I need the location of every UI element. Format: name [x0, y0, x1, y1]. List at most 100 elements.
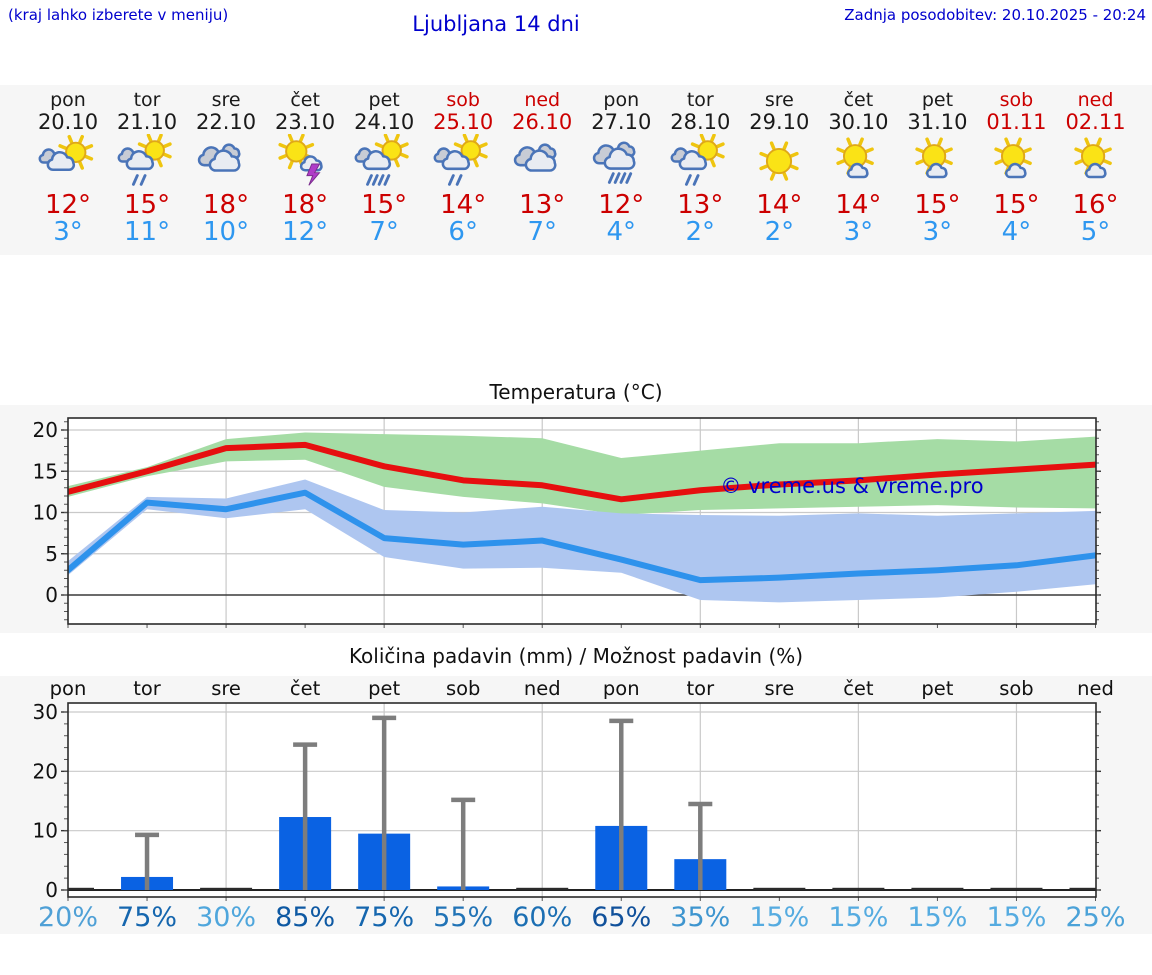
day-strip: pon 20.10 12° 3° tor 21.10 15° 11° sre 22.10 18° 10… — [0, 85, 1152, 255]
day-date: 20.10 — [37, 109, 99, 134]
precip-probability: 75% — [117, 902, 177, 933]
cloudy-icon — [514, 143, 557, 172]
day-name: sre — [211, 89, 241, 111]
day-name: čet — [290, 89, 320, 111]
precip-probability: 55% — [433, 902, 493, 933]
temp-low: 2° — [685, 216, 716, 247]
temp-low: 3° — [843, 216, 874, 247]
precip-probability: 85% — [275, 902, 335, 933]
sun-cloud-storm-icon — [278, 133, 323, 186]
day-column[interactable]: pon 20.10 12° 3° — [28, 85, 108, 246]
day-column[interactable]: ned 02.11 16° 5° — [1056, 85, 1136, 246]
temp-low: 7° — [527, 216, 557, 247]
precip-bar — [68, 887, 94, 890]
precip-bar — [832, 887, 885, 890]
day-column[interactable]: ned 26.10 13° 7° — [502, 85, 582, 246]
temp-high: 12° — [44, 189, 92, 220]
svg-text:0: 0 — [45, 583, 58, 607]
temp-low: 4° — [606, 216, 637, 247]
precip-probability: 65% — [591, 902, 651, 933]
day-date: 02.11 — [1065, 109, 1126, 134]
day-name: tor — [686, 89, 714, 111]
temp-high: 15° — [361, 189, 408, 220]
day-column[interactable]: sre 22.10 18° 10° — [186, 85, 266, 246]
temp-high: 15° — [993, 189, 1040, 220]
precipitation-chart: pon tor sre čet pet sob ned pon tor sre čet pet sob n… — [0, 676, 1152, 934]
day-name: ned — [1077, 89, 1114, 111]
temp-high: 15° — [123, 189, 171, 220]
precip-probability: 75% — [354, 902, 414, 933]
temp-low: 5° — [1080, 216, 1111, 247]
precip-day-label: čet — [290, 677, 321, 700]
precip-probability: 15% — [828, 902, 888, 933]
temperature-chart: 0 5 10 15 20 © vreme.us & vreme.pro — [0, 405, 1152, 633]
precip-probability: 35% — [670, 902, 730, 933]
temp-high: 14° — [756, 189, 803, 220]
day-date: 24.10 — [354, 109, 415, 134]
precip-day-label: pet — [368, 677, 400, 700]
cloud-heavy-rain-icon — [593, 141, 636, 184]
precip-day-label: sob — [446, 677, 480, 700]
precip-bar — [200, 887, 253, 890]
temp-low: 7° — [369, 216, 399, 247]
svg-text:20: 20 — [33, 759, 58, 783]
precip-day-label: pet — [921, 677, 953, 700]
day-column[interactable]: čet 30.10 14° 3° — [818, 85, 898, 246]
day-name: čet — [843, 89, 874, 111]
day-date: 22.10 — [196, 109, 257, 134]
temp-high: 16° — [1072, 189, 1119, 220]
page-title: Ljubljana 14 dni — [412, 12, 580, 36]
day-date: 31.10 — [907, 109, 968, 134]
temp-low: 10° — [203, 216, 250, 247]
temp-low: 11° — [123, 216, 171, 247]
temp-high: 13° — [519, 189, 566, 220]
menu-hint-link[interactable]: (kraj lahko izberete v meniju) — [8, 6, 229, 24]
day-date: 30.10 — [828, 109, 889, 134]
temp-low: 6° — [448, 216, 478, 247]
precip-day-label: sob — [999, 677, 1033, 700]
sun-small-cloud-icon — [836, 137, 875, 179]
day-name: tor — [133, 89, 161, 111]
precip-bar — [1069, 887, 1096, 890]
day-date: 23.10 — [275, 109, 336, 134]
precip-bar — [911, 887, 964, 890]
temp-high: 13° — [677, 189, 724, 220]
temp-high: 14° — [440, 189, 487, 220]
day-date: 26.10 — [512, 109, 573, 134]
svg-text:0: 0 — [45, 878, 58, 902]
precip-probability: 60% — [512, 902, 572, 933]
day-name: pon — [50, 89, 86, 111]
day-column[interactable]: pet 31.10 15° 3° — [897, 85, 977, 246]
day-column[interactable]: pon 27.10 12° 4° — [581, 85, 661, 246]
day-date: 28.10 — [670, 109, 731, 134]
temperature-chart-title: Temperatura (°C) — [489, 380, 663, 404]
precipitation-chart-title: Količina padavin (mm) / Možnost padavin … — [348, 644, 804, 668]
day-column[interactable]: sre 29.10 14° 2° — [739, 85, 819, 246]
day-date: 27.10 — [591, 109, 652, 134]
precip-probability: 30% — [196, 902, 256, 933]
day-name: sob — [999, 89, 1034, 111]
sun-cloud-icon — [38, 134, 94, 172]
day-name: ned — [524, 89, 561, 111]
day-column[interactable]: sob 25.10 14° 6° — [423, 85, 503, 246]
day-column[interactable]: tor 21.10 15° 11° — [107, 85, 187, 246]
precip-day-label: tor — [133, 677, 162, 700]
temp-high: 18° — [282, 189, 329, 220]
day-column[interactable]: čet 23.10 18° 12° — [265, 85, 345, 246]
precip-probability: 20% — [38, 902, 98, 933]
sun-small-cloud-icon — [994, 137, 1033, 179]
precip-day-label: pon — [603, 677, 640, 700]
sun-cloud-heavy-rain-icon — [354, 133, 409, 186]
cloudy-icon — [197, 143, 241, 172]
sun-cloud-rain-icon — [433, 133, 488, 186]
day-column[interactable]: pet 24.10 15° 7° — [344, 85, 424, 246]
precip-probability: 25% — [1065, 902, 1125, 933]
precip-day-label: tor — [687, 677, 716, 700]
day-name: sob — [446, 89, 480, 111]
day-column[interactable]: tor 28.10 13° 2° — [660, 85, 740, 246]
svg-text:20: 20 — [33, 418, 58, 442]
watermark-text: © vreme.us & vreme.pro — [720, 474, 983, 498]
day-column[interactable]: sob 01.11 15° 4° — [976, 85, 1056, 246]
precip-probability: 15% — [986, 902, 1046, 933]
